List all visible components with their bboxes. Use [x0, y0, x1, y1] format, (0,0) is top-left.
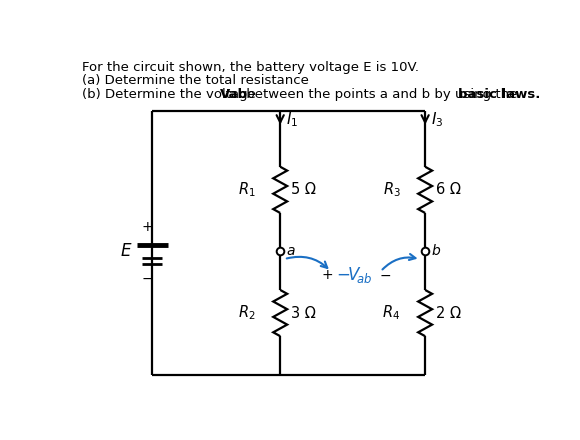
Text: 6 Ω: 6 Ω	[436, 182, 461, 198]
Text: E: E	[120, 242, 130, 260]
Text: 5 Ω: 5 Ω	[291, 182, 316, 198]
Text: $I_1$: $I_1$	[285, 110, 298, 129]
Text: Vab: Vab	[220, 88, 248, 101]
Text: $R_2$: $R_2$	[238, 304, 255, 323]
Text: $-$: $-$	[379, 268, 392, 282]
Text: $R_3$: $R_3$	[383, 180, 400, 199]
Text: (b) Determine the voltage: (b) Determine the voltage	[82, 88, 260, 101]
Text: 2 Ω: 2 Ω	[436, 305, 461, 321]
Text: −: −	[142, 271, 153, 286]
Text: $-\!V_{\!ab}$: $-\!V_{\!ab}$	[336, 264, 372, 285]
Text: basic laws.: basic laws.	[458, 88, 541, 101]
Text: For the circuit shown, the battery voltage E is 10V.: For the circuit shown, the battery volta…	[82, 60, 419, 73]
Text: b: b	[432, 244, 440, 258]
Text: +: +	[142, 220, 153, 234]
Text: between the points a and b by using the: between the points a and b by using the	[241, 88, 521, 101]
Text: +: +	[321, 268, 333, 282]
Text: a: a	[287, 244, 295, 258]
Text: $R_1$: $R_1$	[238, 180, 255, 199]
Text: (a) Determine the total resistance: (a) Determine the total resistance	[82, 74, 309, 88]
Text: $R_4$: $R_4$	[382, 304, 400, 323]
Text: $I_3$: $I_3$	[430, 110, 443, 129]
Text: 3 Ω: 3 Ω	[291, 305, 316, 321]
